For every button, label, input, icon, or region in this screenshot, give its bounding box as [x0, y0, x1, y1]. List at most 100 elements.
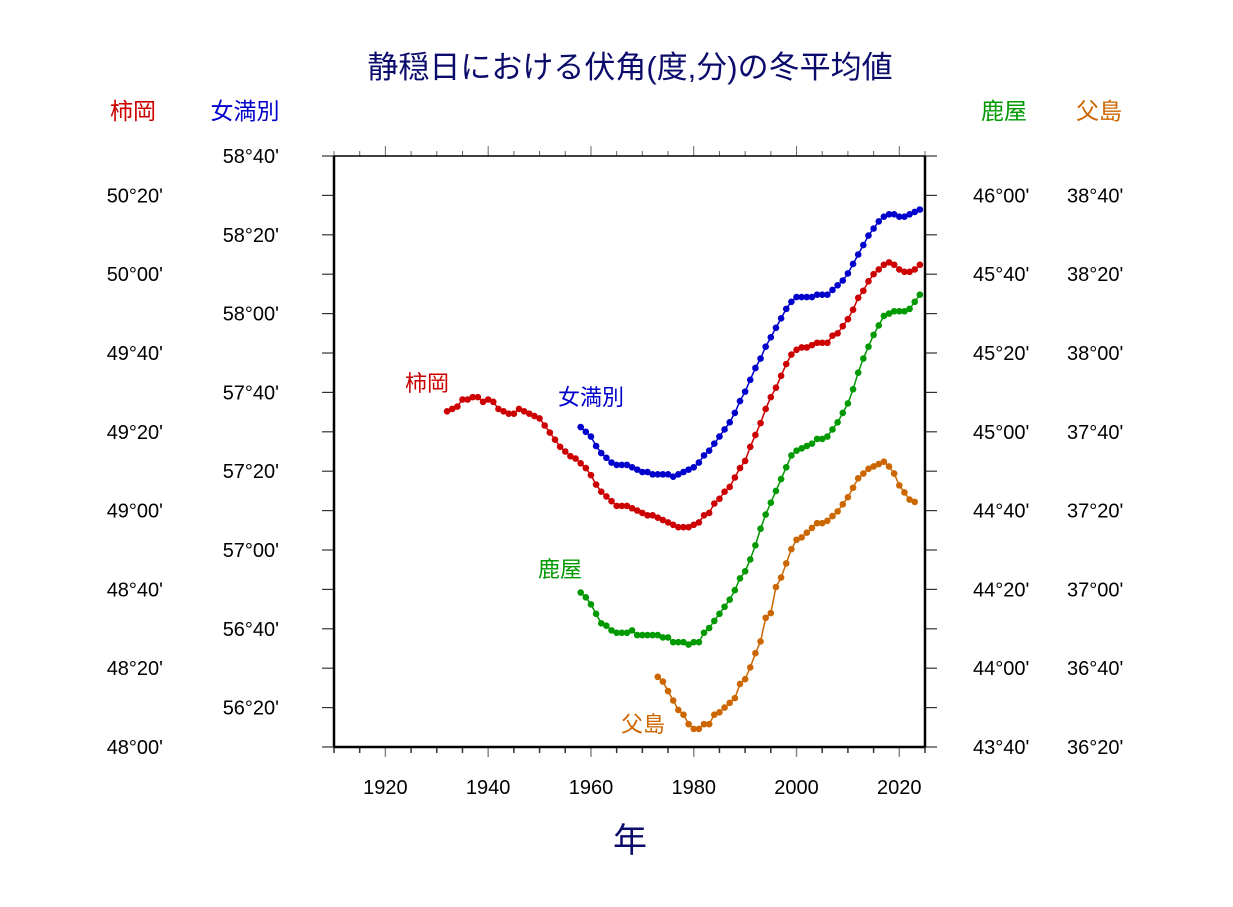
data-point [890, 470, 898, 477]
data-point [849, 484, 857, 492]
data-point [803, 344, 811, 351]
data-point [875, 460, 883, 468]
data-point [798, 293, 805, 301]
data-point [803, 529, 811, 536]
data-point [818, 435, 826, 443]
data-point [690, 725, 698, 733]
data-point [808, 524, 816, 532]
y-tick-label: 56°20' [223, 698, 279, 720]
data-point [675, 706, 682, 714]
data-point [870, 225, 877, 232]
data-point [762, 343, 769, 351]
data-point [834, 330, 841, 337]
y-tick-label: 45°40' [973, 264, 1029, 286]
y-tick-label: 36°40' [1067, 658, 1123, 680]
data-point [613, 629, 620, 637]
data-point [510, 410, 518, 417]
data-point [906, 211, 913, 218]
data-point [608, 497, 615, 505]
data-point [901, 489, 908, 496]
data-point [680, 468, 687, 476]
y-tick-label: 50°20' [107, 185, 163, 207]
data-point [597, 619, 605, 627]
data-point [870, 270, 877, 278]
data-point [592, 442, 600, 450]
data-point [839, 277, 847, 284]
data-point [495, 405, 502, 413]
x-tick-label: 1920 [363, 777, 408, 799]
data-point [813, 339, 821, 347]
y-tick-label: 45°20' [973, 343, 1029, 365]
series-group [443, 206, 924, 733]
data-point [880, 213, 888, 220]
data-point [736, 575, 744, 582]
data-point [628, 463, 636, 471]
data-point [860, 241, 867, 249]
data-point [710, 440, 718, 447]
data-point [849, 306, 857, 313]
data-point [721, 488, 728, 495]
data-point [736, 680, 744, 688]
data-point [587, 433, 595, 440]
data-point [813, 291, 821, 298]
data-point [675, 638, 682, 646]
data-point [700, 629, 708, 637]
y-tick-label: 45°00' [973, 422, 1029, 444]
data-point [772, 487, 780, 495]
series-line [446, 261, 921, 528]
x-tick-label: 2020 [877, 777, 922, 799]
data-point [669, 697, 677, 704]
data-point [649, 512, 656, 519]
data-point [916, 291, 924, 298]
data-point [628, 504, 636, 512]
data-point [659, 471, 667, 478]
axis-header-memambetsu: 女満別 [211, 98, 280, 124]
data-point [639, 631, 646, 639]
x-tick-label: 2000 [774, 777, 819, 799]
data-point [834, 419, 841, 426]
data-point [860, 287, 867, 295]
data-point [834, 281, 841, 289]
data-point [695, 725, 703, 733]
data-point [608, 459, 615, 466]
data-point [829, 426, 836, 433]
data-point [700, 452, 708, 459]
data-point [664, 687, 672, 695]
data-point [788, 545, 795, 553]
data-point [618, 502, 626, 510]
data-point [479, 398, 487, 406]
data-point [680, 523, 687, 531]
data-point [726, 596, 734, 603]
y-tick-label: 48°20' [107, 658, 163, 680]
data-point [818, 339, 826, 347]
data-point [793, 536, 800, 544]
y-tick-label: 49°00' [107, 501, 163, 523]
x-tick-label: 1960 [569, 777, 614, 799]
data-point [490, 398, 497, 406]
data-point [675, 523, 682, 531]
data-point [464, 396, 471, 403]
data-point [782, 360, 790, 368]
data-point [752, 649, 759, 657]
y-tick-label: 44°00' [973, 658, 1029, 680]
data-point [618, 461, 626, 469]
data-point [721, 603, 728, 611]
data-point [680, 711, 687, 718]
data-point [536, 415, 543, 422]
data-point [577, 460, 584, 467]
data-point [690, 463, 698, 471]
data-point [818, 291, 826, 298]
data-point [844, 270, 852, 277]
data-point [880, 261, 888, 269]
data-point [901, 213, 908, 220]
data-point [890, 261, 898, 269]
data-point [839, 322, 847, 330]
data-point [613, 461, 620, 469]
data-point [839, 409, 847, 417]
data-point [880, 312, 888, 320]
data-point [788, 351, 795, 358]
data-point [824, 339, 831, 347]
y-tick-label: 43°40' [973, 737, 1029, 759]
data-point [772, 324, 780, 332]
data-point [582, 428, 590, 436]
